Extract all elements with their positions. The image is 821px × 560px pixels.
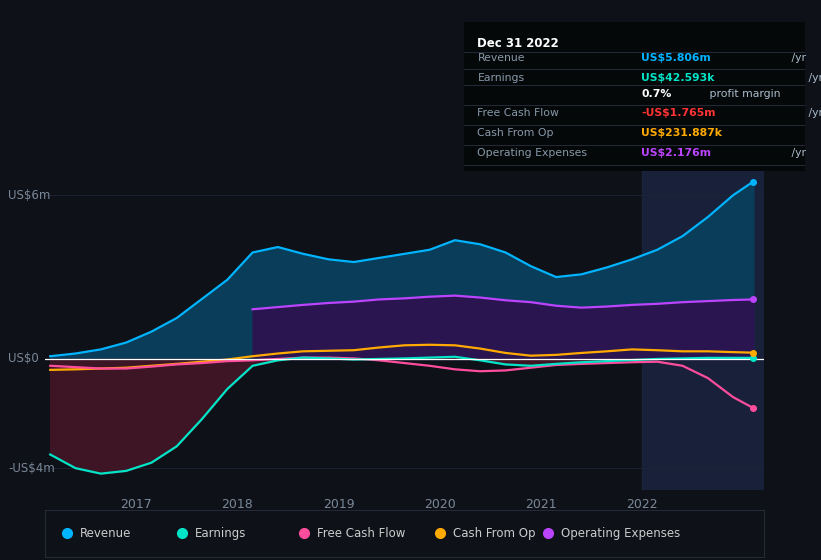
Text: US$6m: US$6m [8,189,51,202]
Text: Earnings: Earnings [195,527,246,540]
Text: Free Cash Flow: Free Cash Flow [317,527,405,540]
Text: /yr: /yr [805,108,821,118]
Text: US$0: US$0 [8,352,39,366]
Text: /yr: /yr [788,148,806,158]
Text: Cash From Op: Cash From Op [453,527,535,540]
Text: Revenue: Revenue [478,53,525,63]
Text: 0.7%: 0.7% [641,88,672,99]
Text: /yr: /yr [805,73,821,83]
Text: Revenue: Revenue [80,527,131,540]
Text: Free Cash Flow: Free Cash Flow [478,108,559,118]
Text: -US$1.765m: -US$1.765m [641,108,716,118]
Text: US$5.806m: US$5.806m [641,53,711,63]
Bar [642,162,764,490]
Text: US$42.593k: US$42.593k [641,73,714,83]
Text: profit margin: profit margin [706,88,781,99]
Text: US$2.176m: US$2.176m [641,148,711,158]
Text: Earnings: Earnings [478,73,525,83]
Text: /yr: /yr [788,53,806,63]
Text: Dec 31 2022: Dec 31 2022 [478,37,559,50]
Text: Operating Expenses: Operating Expenses [478,148,588,158]
Text: -US$4m: -US$4m [8,461,55,475]
Text: US$231.887k: US$231.887k [641,128,722,138]
Text: Operating Expenses: Operating Expenses [561,527,680,540]
Text: Cash From Op: Cash From Op [478,128,554,138]
